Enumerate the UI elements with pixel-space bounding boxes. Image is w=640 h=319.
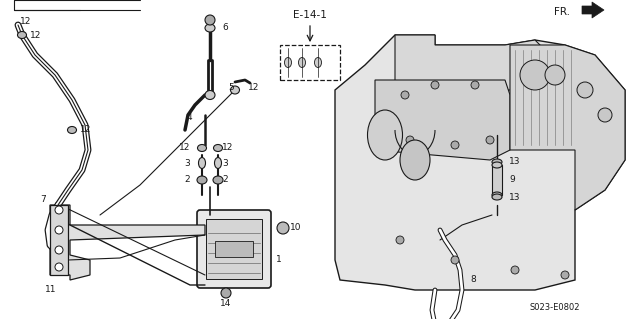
Ellipse shape	[314, 57, 321, 68]
Ellipse shape	[67, 127, 77, 133]
Text: 12: 12	[80, 125, 92, 135]
Text: 3: 3	[184, 159, 190, 167]
Circle shape	[55, 206, 63, 214]
Ellipse shape	[230, 86, 239, 94]
Circle shape	[520, 60, 550, 90]
Circle shape	[545, 65, 565, 85]
Bar	[215, 241, 253, 257]
Text: 2: 2	[222, 175, 228, 184]
Text: 12: 12	[179, 144, 190, 152]
Text: 7: 7	[40, 196, 45, 204]
Text: 13: 13	[509, 158, 520, 167]
Polygon shape	[375, 80, 510, 160]
Circle shape	[431, 81, 439, 89]
Circle shape	[221, 288, 231, 298]
Ellipse shape	[214, 145, 223, 152]
Text: 12: 12	[222, 144, 234, 152]
Text: 2: 2	[184, 175, 190, 184]
Ellipse shape	[198, 145, 207, 152]
Bar	[280, 45, 340, 80]
Circle shape	[55, 226, 63, 234]
Circle shape	[277, 222, 289, 234]
Ellipse shape	[492, 194, 502, 200]
Text: 6: 6	[222, 24, 228, 33]
Ellipse shape	[400, 140, 430, 180]
Ellipse shape	[213, 176, 223, 184]
Text: 10: 10	[290, 224, 301, 233]
Circle shape	[451, 141, 459, 149]
Ellipse shape	[492, 192, 502, 198]
Text: 3: 3	[222, 159, 228, 167]
Polygon shape	[582, 2, 604, 18]
Polygon shape	[50, 205, 205, 280]
Circle shape	[55, 263, 63, 271]
Ellipse shape	[298, 57, 305, 68]
Circle shape	[396, 236, 404, 244]
Ellipse shape	[492, 162, 502, 168]
Text: 14: 14	[220, 299, 232, 308]
FancyBboxPatch shape	[197, 210, 271, 288]
Polygon shape	[510, 45, 625, 210]
Circle shape	[561, 271, 569, 279]
Ellipse shape	[285, 57, 291, 68]
Ellipse shape	[197, 176, 207, 184]
Text: 8: 8	[470, 276, 476, 285]
Circle shape	[401, 91, 409, 99]
Text: 12: 12	[30, 31, 42, 40]
Circle shape	[577, 82, 593, 98]
Text: 5: 5	[228, 84, 234, 93]
Text: 12: 12	[248, 84, 259, 93]
Text: 13: 13	[509, 192, 520, 202]
Text: FR.: FR.	[554, 7, 570, 17]
Ellipse shape	[492, 159, 502, 165]
Ellipse shape	[214, 158, 221, 168]
Ellipse shape	[367, 110, 403, 160]
Bar	[492, 165, 502, 195]
Bar	[50, 205, 68, 275]
Text: 1: 1	[276, 255, 282, 263]
Circle shape	[205, 15, 215, 25]
Ellipse shape	[17, 32, 26, 39]
Text: 9: 9	[509, 175, 515, 184]
Circle shape	[451, 256, 459, 264]
Circle shape	[598, 108, 612, 122]
Text: 11: 11	[45, 286, 56, 294]
Circle shape	[55, 246, 63, 254]
Bar	[206, 219, 262, 279]
Circle shape	[471, 81, 479, 89]
Circle shape	[406, 136, 414, 144]
Text: S023-E0802: S023-E0802	[530, 302, 580, 311]
Polygon shape	[395, 35, 545, 90]
Text: E-14-1: E-14-1	[293, 10, 327, 20]
Circle shape	[486, 136, 494, 144]
Text: 12: 12	[20, 17, 31, 26]
Polygon shape	[335, 35, 625, 290]
Circle shape	[511, 266, 519, 274]
Text: 4: 4	[186, 114, 192, 122]
Ellipse shape	[205, 91, 215, 100]
Ellipse shape	[198, 158, 205, 168]
Ellipse shape	[205, 24, 215, 32]
